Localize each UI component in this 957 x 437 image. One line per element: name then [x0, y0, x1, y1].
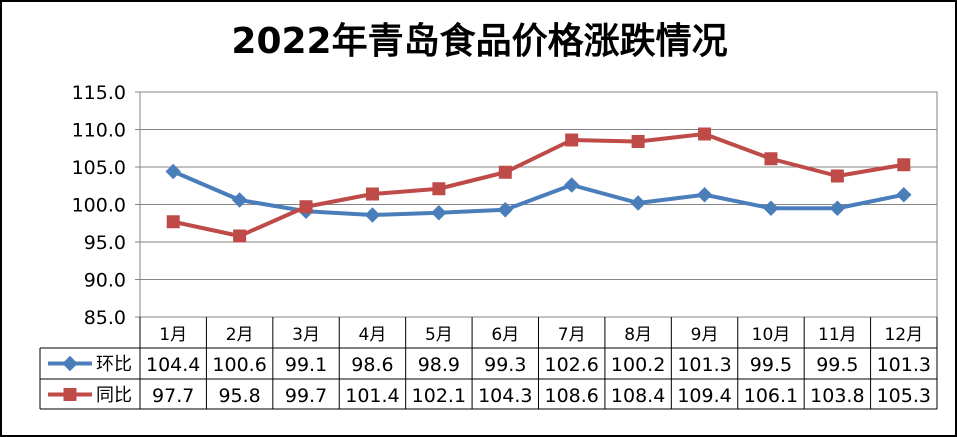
y-tick-label: 85.0	[84, 307, 126, 329]
data-label-yoy: 108.6	[545, 385, 599, 407]
data-label-mom: 101.3	[677, 354, 731, 376]
data-label-mom: 99.1	[285, 354, 327, 376]
x-tick-label: 12月	[884, 325, 923, 345]
data-point-yoy	[365, 187, 379, 201]
x-tick-label: 3月	[292, 325, 320, 345]
data-label-mom: 102.6	[545, 354, 599, 376]
data-label-yoy: 99.7	[285, 385, 327, 407]
x-tick-label: 11月	[818, 325, 857, 345]
x-tick-label: 10月	[752, 325, 791, 345]
data-point-yoy	[565, 133, 579, 147]
x-tick-label: 9月	[691, 325, 719, 345]
data-point-mom	[763, 200, 779, 216]
data-label-yoy: 106.1	[744, 385, 798, 407]
y-tick-label: 105.0	[72, 157, 126, 179]
data-point-mom	[231, 192, 248, 208]
data-point-yoy	[498, 165, 512, 179]
data-point-yoy	[631, 135, 645, 148]
data-label-yoy: 108.4	[611, 385, 665, 407]
data-point-yoy	[764, 152, 778, 166]
data-label-yoy: 102.1	[412, 385, 466, 407]
data-label-mom: 101.3	[877, 354, 931, 376]
data-label-mom: 99.5	[750, 354, 792, 376]
x-tick-label: 5月	[425, 325, 453, 345]
data-label-mom: 98.6	[351, 354, 393, 376]
chart-title: 2022年青岛食品价格涨跌情况	[231, 21, 728, 62]
x-tick-label: 1月	[159, 325, 187, 345]
data-label-yoy: 103.8	[810, 385, 864, 407]
data-point-mom	[896, 187, 912, 203]
data-label-yoy: 104.3	[478, 385, 532, 407]
y-tick-label: 110.0	[72, 120, 126, 142]
data-label-yoy: 101.4	[345, 385, 399, 407]
data-label-mom: 99.3	[484, 354, 526, 376]
x-tick-label: 4月	[359, 325, 387, 345]
x-tick-label: 6月	[491, 325, 519, 345]
data-point-mom	[165, 163, 181, 180]
legend-label-mom: 环比	[96, 354, 132, 375]
data-label-mom: 100.6	[212, 354, 266, 376]
legend-marker-yoy	[63, 388, 77, 401]
data-point-mom	[630, 195, 646, 211]
data-point-yoy	[166, 215, 180, 229]
x-tick-label: 2月	[226, 325, 254, 345]
data-point-yoy	[233, 229, 247, 243]
data-point-mom	[497, 202, 513, 218]
data-point-yoy	[830, 169, 844, 183]
x-tick-label: 8月	[624, 325, 652, 345]
data-label-yoy: 105.3	[877, 385, 931, 407]
data-point-mom	[431, 205, 447, 221]
series-line-yoy	[172, 132, 905, 238]
data-point-yoy	[299, 200, 313, 214]
series-line-mom	[172, 169, 905, 217]
data-label-mom: 99.5	[816, 354, 858, 376]
y-tick-label: 115.0	[72, 82, 126, 104]
data-label-yoy: 95.8	[218, 385, 260, 407]
legend-marker-mom	[62, 355, 78, 372]
data-label-mom: 98.9	[418, 354, 460, 376]
data-point-yoy	[698, 127, 712, 141]
data-label-mom: 100.2	[611, 354, 665, 376]
y-tick-label: 100.0	[72, 195, 126, 217]
data-point-yoy	[432, 182, 446, 196]
data-label-yoy: 109.4	[677, 385, 731, 407]
data-label-mom: 104.4	[146, 354, 200, 376]
data-point-mom	[829, 200, 846, 216]
data-point-mom	[364, 207, 381, 223]
data-point-yoy	[897, 158, 911, 172]
data-point-mom	[696, 187, 713, 203]
data-label-yoy: 97.7	[152, 385, 194, 407]
y-tick-label: 90.0	[84, 270, 126, 292]
x-tick-label: 7月	[558, 325, 586, 345]
y-tick-label: 95.0	[84, 232, 126, 254]
legend-label-yoy: 同比	[96, 385, 132, 406]
data-point-mom	[564, 177, 580, 193]
